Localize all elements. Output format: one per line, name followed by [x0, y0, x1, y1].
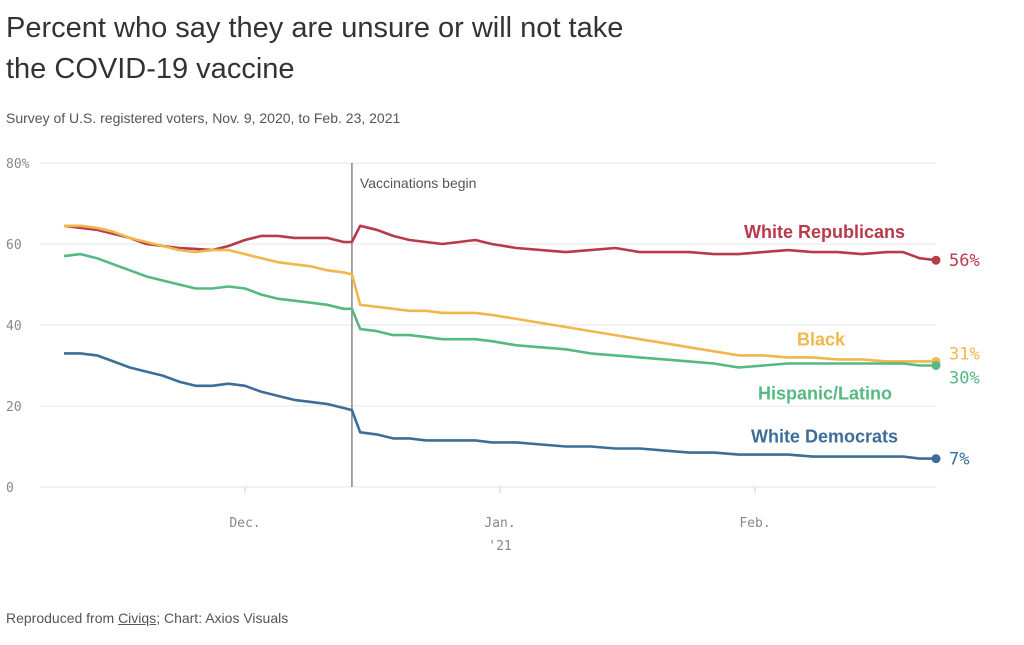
series-lines: [63, 224, 941, 464]
x-tick-label: Jan.: [484, 516, 515, 531]
x-tick-sublabel: '21: [488, 539, 511, 554]
end-dot-hispanic-latino: [931, 361, 941, 370]
annotation-label: Vaccinations begin: [360, 175, 476, 191]
end-label-hispanic-latino: 30%: [949, 369, 980, 389]
series-line-hispanic-latino: [63, 252, 936, 369]
x-axis: Dec. Jan. '21 Feb.: [229, 487, 771, 554]
series-name-black: Black: [797, 329, 846, 349]
series-line-white-republicans: [63, 224, 937, 262]
series-name-white-republicans: White Republicans: [744, 222, 905, 242]
end-label-white-democrats: 7%: [949, 450, 969, 470]
series-line-black: [64, 224, 936, 363]
y-tick-label: 80%: [6, 157, 30, 172]
vaccination-annotation: Vaccinations begin: [351, 163, 476, 487]
y-tick-label: 20: [6, 400, 22, 415]
series-labels: 56% White Republicans 31% Black 30% Hispanic/…: [744, 222, 980, 469]
y-tick-label: 0: [6, 481, 14, 496]
series-line-white-democrats: [64, 352, 936, 460]
series-name-white-democrats: White Democrats: [751, 427, 898, 447]
x-tick-label: Dec.: [229, 516, 260, 531]
y-tick-label: 60: [6, 238, 22, 253]
source-footer: Reproduced from Civiqs; Chart: Axios Vis…: [6, 610, 288, 626]
end-dot-white-republicans: [931, 255, 941, 265]
footer-suffix: ; Chart: Axios Visuals: [156, 610, 289, 626]
x-tick-label: Feb.: [739, 516, 770, 531]
end-dot-white-democrats: [931, 454, 941, 464]
chart-title: Percent who say they are unsure or will …: [6, 12, 624, 85]
series-name-hispanic-latino: Hispanic/Latino: [758, 384, 892, 404]
end-label-white-republicans: 56%: [949, 251, 980, 271]
y-tick-label: 40: [6, 319, 22, 334]
end-label-black: 31%: [949, 344, 980, 364]
footer-prefix: Reproduced from: [6, 610, 119, 626]
y-axis: 0 20 40 60 80%: [6, 157, 30, 496]
source-link[interactable]: Civiqs: [118, 610, 157, 626]
chart-subtitle: Survey of U.S. registered voters, Nov. 9…: [6, 110, 401, 126]
